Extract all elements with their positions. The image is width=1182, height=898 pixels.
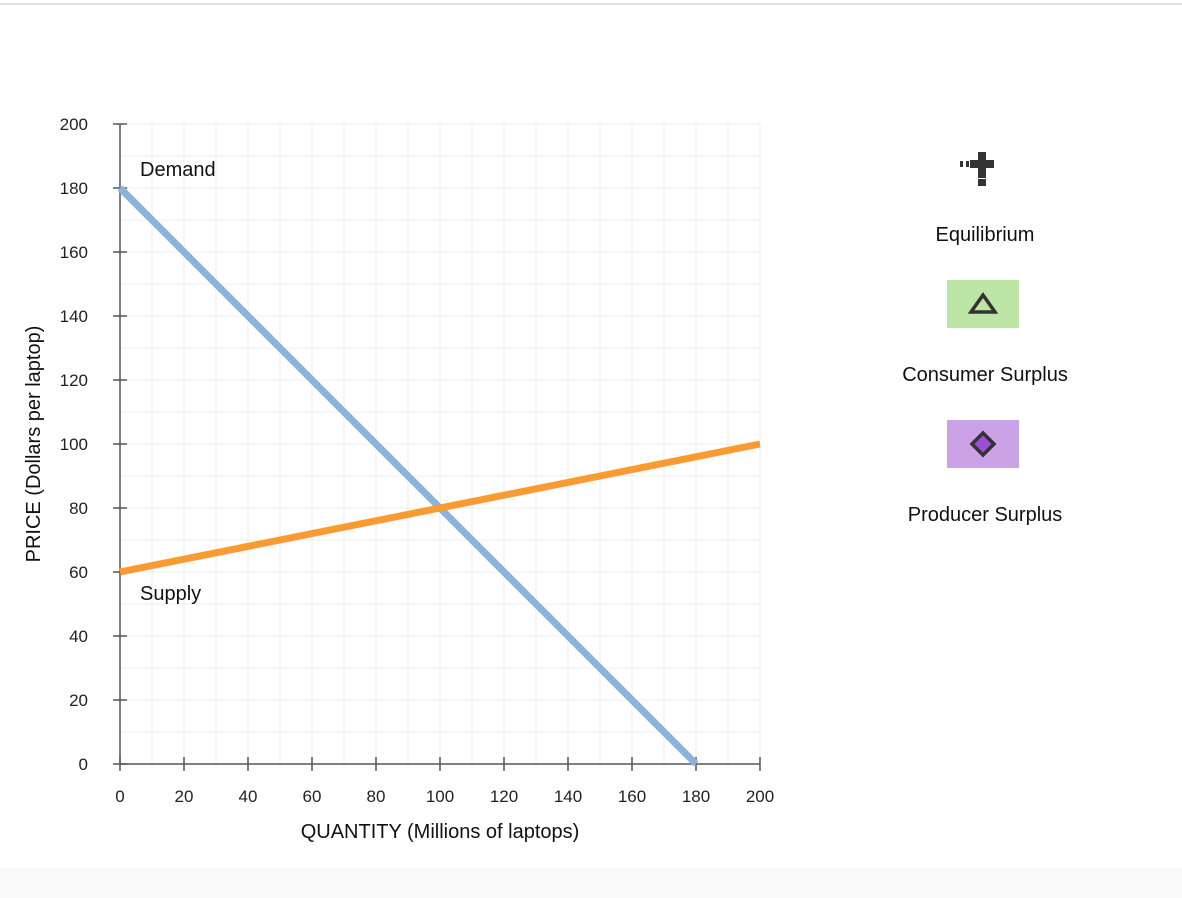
y-tick-label: 180	[60, 179, 88, 198]
x-tick-label: 0	[115, 787, 124, 806]
x-axis-title: QUANTITY (Millions of laptops)	[301, 821, 580, 843]
equilibrium-label: Equilibrium	[935, 224, 1035, 246]
x-tick-label: 20	[175, 787, 194, 806]
x-tick-label: 120	[490, 787, 518, 806]
consumer-surplus-label: Consumer Surplus	[902, 364, 1068, 386]
y-tick-label: 140	[60, 307, 88, 326]
y-tick-label: 0	[79, 755, 88, 774]
y-tick-label: 20	[69, 691, 88, 710]
x-tick-label: 40	[239, 787, 258, 806]
y-tick-label: 40	[69, 627, 88, 646]
x-tick-label: 200	[746, 787, 774, 806]
y-axis-title: PRICE (Dollars per laptop)	[23, 326, 45, 563]
supply-curve[interactable]	[119, 440, 761, 576]
producer-surplus-label: Producer Surplus	[907, 504, 1063, 526]
x-tick-label: 60	[303, 787, 322, 806]
gridlines	[120, 123, 761, 764]
y-tick-label: 80	[69, 499, 88, 518]
x-tick-label: 100	[426, 787, 454, 806]
x-tick-label: 80	[367, 787, 386, 806]
producer-surplus-tool[interactable]: Producer Surplus	[860, 420, 1110, 530]
y-tick-label: 100	[60, 435, 88, 454]
y-tick-label: 60	[69, 563, 88, 582]
consumer-surplus-swatch[interactable]	[947, 280, 1019, 328]
ticks: 0 20 40 60 80 100 120 140 160 180 200 0 20 40 60 80 100 1…	[60, 115, 775, 806]
top-divider	[0, 3, 1182, 5]
demand-label: Demand	[140, 159, 216, 181]
x-tick-label: 180	[682, 787, 710, 806]
triangle-icon	[968, 292, 998, 314]
consumer-surplus-tool[interactable]: Consumer Surplus	[860, 280, 1110, 390]
series-labels: Demand Supply	[140, 159, 216, 605]
y-tick-label: 200	[60, 115, 88, 134]
y-tick-label: 120	[60, 371, 88, 390]
x-tick-label: 160	[618, 787, 646, 806]
x-tick-label: 140	[554, 787, 582, 806]
equilibrium-tool[interactable]: Equilibrium	[860, 140, 1110, 250]
diamond-icon	[969, 430, 997, 458]
bottom-band	[0, 868, 1182, 898]
demand-curve[interactable]	[117, 185, 699, 767]
supply-label: Supply	[140, 583, 201, 605]
producer-surplus-swatch[interactable]	[947, 420, 1019, 468]
series-lines[interactable]	[117, 185, 761, 767]
plus-cross-icon[interactable]	[960, 148, 1010, 198]
y-tick-label: 160	[60, 243, 88, 262]
